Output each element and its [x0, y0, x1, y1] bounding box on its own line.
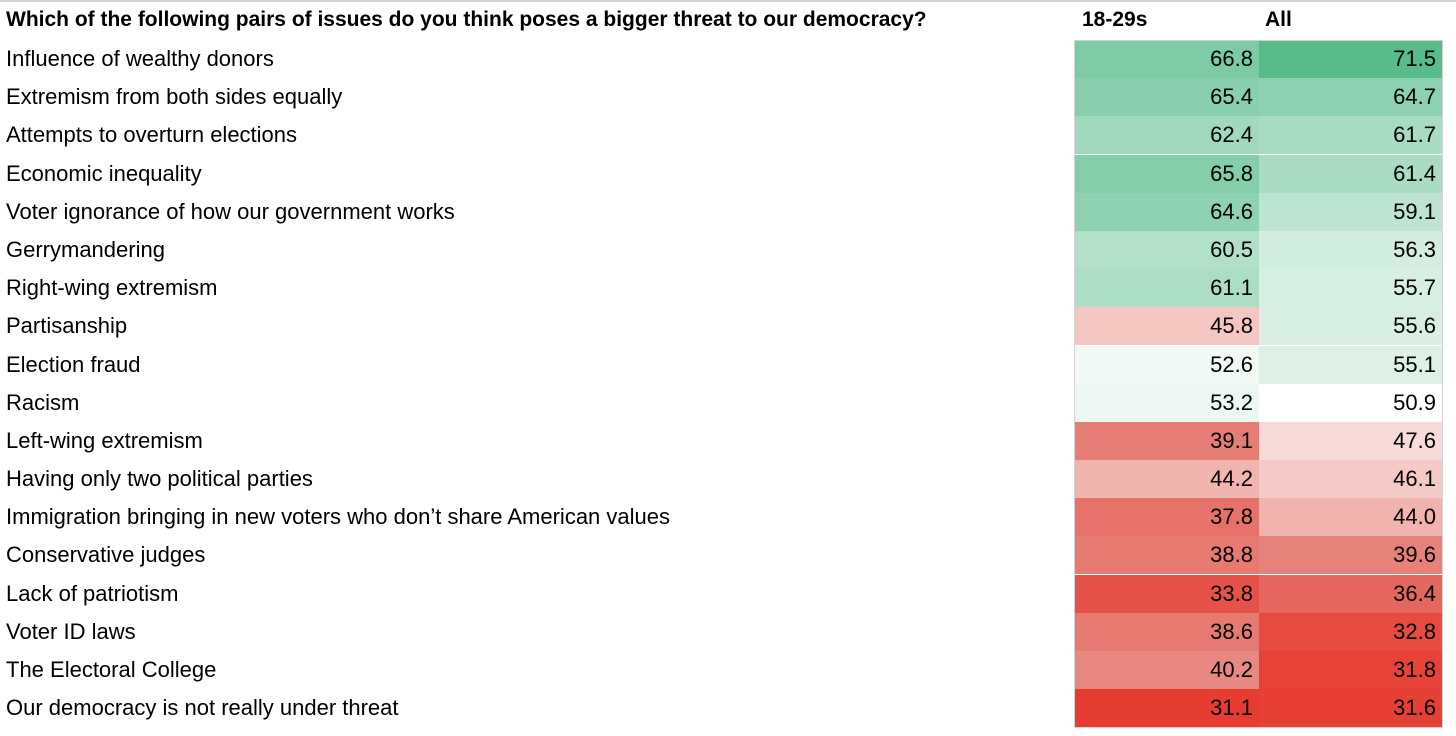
value-cell-18-29s: 66.8: [1075, 40, 1259, 78]
question-title: Which of the following pairs of issues d…: [6, 8, 927, 31]
value-cell-all: 44.0: [1259, 498, 1442, 537]
row-label: Right-wing extremism: [6, 275, 218, 301]
value-cell-18-29s: 64.6: [1075, 192, 1259, 231]
value-cell-all: 50.9: [1259, 383, 1442, 422]
value-cell-18-29s: 44.2: [1075, 460, 1259, 499]
table-row: Immigration bringing in new voters who d…: [0, 498, 1456, 537]
table-row: Conservative judges 38.8 39.6: [0, 536, 1456, 575]
value-cell-all: 46.1: [1259, 460, 1442, 499]
value-cell-18-29s: 40.2: [1075, 651, 1259, 689]
row-label: Attempts to overturn elections: [6, 122, 298, 148]
table-row: Influence of wealthy donors 66.8 71.5: [0, 40, 1456, 78]
table-row: Election fraud 52.6 55.1: [0, 345, 1456, 384]
value-cell-18-29s: 53.2: [1075, 383, 1259, 422]
row-label: Lack of patriotism: [6, 580, 179, 606]
value-cell-all: 47.6: [1259, 421, 1442, 460]
value-cell-18-29s: 38.6: [1075, 612, 1259, 651]
value-cell-18-29s: 52.6: [1075, 345, 1259, 384]
row-label: Left-wing extremism: [6, 427, 203, 453]
value-cell-18-29s: 31.1: [1075, 689, 1259, 728]
row-label: The Electoral College: [6, 657, 217, 682]
table-row: Having only two political parties 44.2 46.…: [0, 460, 1456, 499]
value-cell-18-29s: 39.1: [1075, 421, 1259, 460]
row-label: Immigration bringing in new voters who d…: [6, 504, 670, 530]
row-label: Election fraud: [6, 351, 141, 377]
table-row: The Electoral College 40.2 31.8: [0, 651, 1456, 689]
value-cell-18-29s: 65.4: [1075, 78, 1259, 117]
column-header-18-29s: 18-29s: [1082, 8, 1148, 31]
value-cell-18-29s: 61.1: [1075, 269, 1259, 308]
value-cell-all: 31.6: [1259, 689, 1442, 728]
value-cell-all: 61.4: [1259, 154, 1442, 193]
value-cell-all: 36.4: [1259, 574, 1442, 613]
value-cell-18-29s: 45.8: [1075, 307, 1259, 346]
value-cell-all: 32.8: [1259, 612, 1442, 651]
table-header: Which of the following pairs of issues d…: [0, 2, 1456, 40]
table-row: Economic inequality 65.8 61.4: [0, 154, 1456, 193]
value-cell-18-29s: 33.8: [1075, 574, 1259, 613]
value-cell-all: 61.7: [1259, 116, 1442, 155]
row-label: Voter ID laws: [6, 618, 136, 644]
table-row: Gerrymandering 60.5 56.3: [0, 230, 1456, 269]
value-cell-18-29s: 62.4: [1075, 116, 1259, 155]
table-body: Influence of wealthy donors 66.8 71.5 Extre…: [0, 40, 1456, 728]
table-row: Partisanship 45.8 55.6: [0, 307, 1456, 346]
value-cell-18-29s: 38.8: [1075, 536, 1259, 575]
table-row: Voter ignorance of how our government wo…: [0, 192, 1456, 231]
value-cell-all: 55.6: [1259, 307, 1442, 346]
row-label: Voter ignorance of how our government wo…: [6, 198, 455, 224]
value-cell-18-29s: 65.8: [1075, 154, 1259, 193]
value-cell-all: 59.1: [1259, 192, 1442, 231]
table-row: Left-wing extremism 39.1 47.6: [0, 421, 1456, 460]
row-label: Having only two political parties: [6, 466, 313, 492]
value-cell-all: 31.8: [1259, 651, 1442, 689]
row-label: Partisanship: [6, 313, 128, 339]
row-label: Gerrymandering: [6, 236, 165, 262]
value-cell-all: 39.6: [1259, 536, 1442, 575]
table-row: Lack of patriotism 33.8 36.4: [0, 574, 1456, 613]
table-row: Right-wing extremism 61.1 55.7: [0, 269, 1456, 308]
column-header-all: All: [1265, 8, 1292, 31]
table-row: Racism 53.2 50.9: [0, 383, 1456, 422]
value-cell-all: 64.7: [1259, 78, 1442, 117]
row-label: Economic inequality: [6, 160, 202, 186]
table-row: Voter ID laws 38.6 32.8: [0, 612, 1456, 651]
value-cell-18-29s: 60.5: [1075, 230, 1259, 269]
table-row: Our democracy is not really under threat…: [0, 689, 1456, 728]
row-label: Our democracy is not really under threat: [6, 695, 399, 721]
value-cell-18-29s: 37.8: [1075, 498, 1259, 537]
value-cell-all: 71.5: [1259, 40, 1442, 78]
top-border: [0, 0, 1456, 2]
value-cell-all: 55.1: [1259, 345, 1442, 384]
value-cell-all: 56.3: [1259, 230, 1442, 269]
row-label: Extremism from both sides equally: [6, 84, 343, 110]
row-label: Racism: [6, 389, 80, 415]
row-label: Conservative judges: [6, 542, 206, 568]
row-label: Influence of wealthy donors: [6, 46, 274, 71]
table-row: Extremism from both sides equally 65.4 64.…: [0, 78, 1456, 117]
value-cell-all: 55.7: [1259, 269, 1442, 308]
table-row: Attempts to overturn elections 62.4 61.7: [0, 116, 1456, 155]
